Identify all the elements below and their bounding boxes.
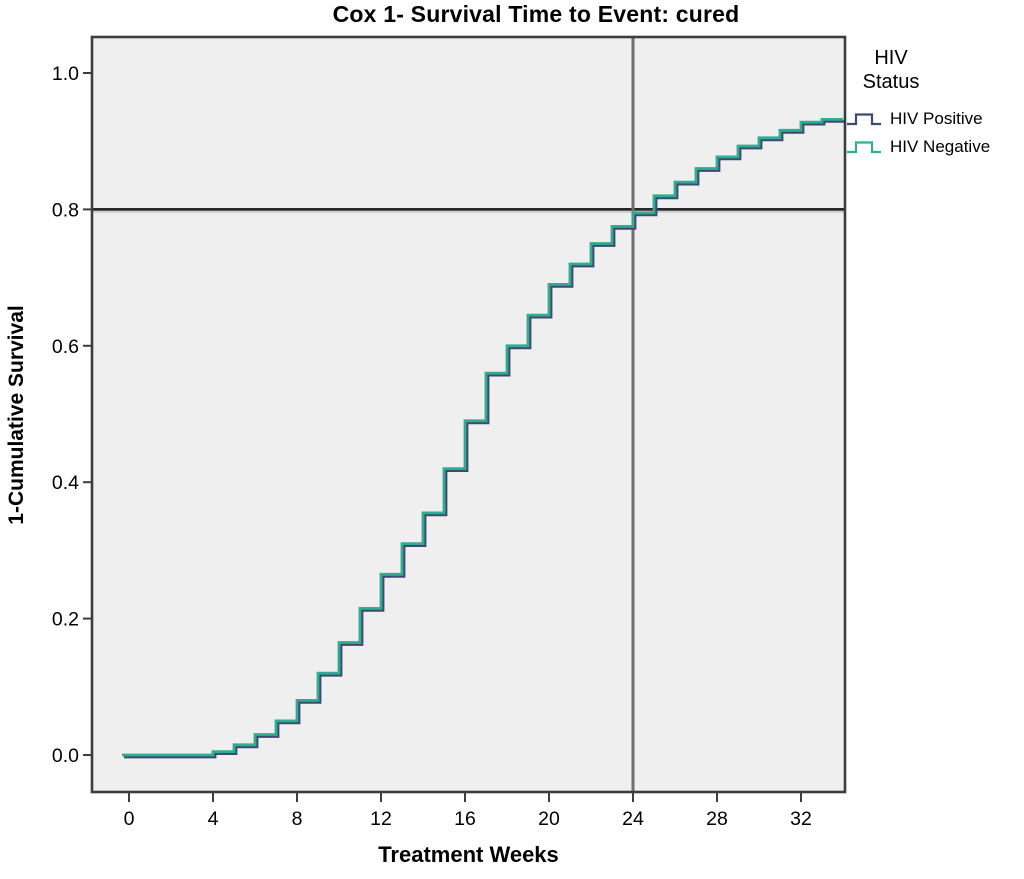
y-tick-label: 1.0 <box>52 63 79 85</box>
y-tick-label: 0.6 <box>52 336 79 358</box>
legend-title-line: Status <box>862 71 920 93</box>
y-axis-title: 1-Cumulative Survival <box>5 305 28 525</box>
x-tick-label: 32 <box>790 808 812 830</box>
legend-entry-label: HIV Positive <box>890 108 983 128</box>
x-tick-label: 28 <box>706 808 728 830</box>
survival-curve-hiv-positive <box>124 120 845 759</box>
x-tick-label: 12 <box>370 808 392 830</box>
x-tick-label: 8 <box>292 808 303 830</box>
x-tick-label: 24 <box>622 808 644 830</box>
x-tick-label: 16 <box>454 808 476 830</box>
legend-entry-label: HIV Negative <box>890 136 991 156</box>
x-axis-title: Treatment Weeks <box>378 842 559 867</box>
y-tick-label: 0.0 <box>52 745 79 767</box>
x-tick-label: 0 <box>124 808 135 830</box>
plot-frame <box>90 35 847 794</box>
step-line-marker-icon <box>847 140 881 153</box>
y-tick-label: 0.4 <box>52 472 79 494</box>
step-line-marker-icon <box>847 112 881 125</box>
plot-area <box>92 37 845 792</box>
legend-title: HIV Status <box>845 46 1023 94</box>
legend-entry-hiv-negative: HIV Negative <box>845 134 1023 159</box>
legend-entry-hiv-positive: HIV Positive <box>845 106 1023 131</box>
y-tick-label: 0.2 <box>52 609 79 631</box>
legend-title-line: HIV <box>874 47 908 69</box>
legend-entries: HIV Positive HIV Negative <box>845 106 1023 159</box>
survival-curve-hiv-negative <box>122 118 843 757</box>
y-tick-label: 0.8 <box>52 199 79 221</box>
x-tick-label: 20 <box>538 808 560 830</box>
x-tick-label: 4 <box>208 808 219 830</box>
legend: HIV Status HIV Positive HIV Negative <box>845 46 1023 159</box>
chart-title: Cox 1- Survival Time to Event: cured <box>332 1 740 27</box>
